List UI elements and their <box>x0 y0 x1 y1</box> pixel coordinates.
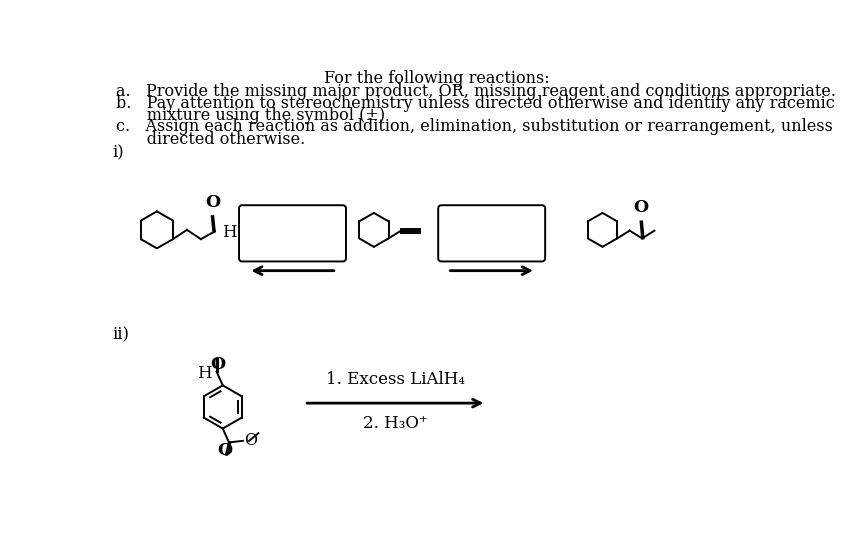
FancyBboxPatch shape <box>239 205 346 262</box>
Text: H: H <box>222 224 237 241</box>
Text: H: H <box>198 364 212 382</box>
Text: O: O <box>217 442 233 459</box>
Text: O: O <box>205 193 221 211</box>
Text: directed otherwise.: directed otherwise. <box>116 131 305 147</box>
Text: b.   Pay attention to stereochemistry unless directed otherwise and identify any: b. Pay attention to stereochemistry unle… <box>116 95 835 112</box>
Text: ii): ii) <box>112 326 130 343</box>
Text: O: O <box>634 199 649 216</box>
Text: mixture using the symbol (±): mixture using the symbol (±) <box>116 107 385 124</box>
Text: i): i) <box>112 144 124 161</box>
Text: O: O <box>210 356 225 373</box>
Text: For the following reactions:: For the following reactions: <box>324 70 550 87</box>
Text: a.   Provide the missing major product, OR, missing reagent and conditions appro: a. Provide the missing major product, OR… <box>116 83 836 100</box>
Text: 1. Excess LiAlH₄: 1. Excess LiAlH₄ <box>325 371 464 388</box>
Text: c.   Assign each reaction as addition, elimination, substitution or rearrangemen: c. Assign each reaction as addition, eli… <box>116 118 832 135</box>
Text: 2. H₃O⁺: 2. H₃O⁺ <box>363 415 428 431</box>
Text: O: O <box>244 433 256 449</box>
FancyBboxPatch shape <box>438 205 545 262</box>
